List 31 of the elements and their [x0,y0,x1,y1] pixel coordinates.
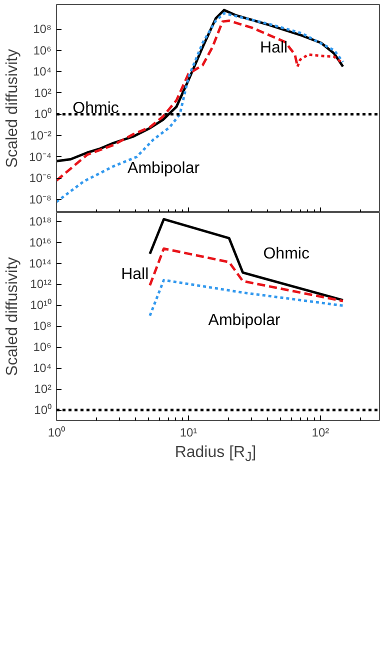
y-tick-label: 10² [34,382,52,396]
y-tick-label: 10⁶ [33,43,52,58]
y-tick-label: 10⁰ [34,107,52,122]
y-tick-label: 10¹⁶ [29,235,52,250]
series-label: Hall [121,266,149,284]
y-tick-label: 10⁻⁸ [29,192,52,206]
y-tick-label: 10⁻² [30,128,52,143]
series-label: Ambipolar [208,312,282,329]
y-tick-label: 10⁸ [33,22,52,36]
y-tick-label: 10⁸ [33,319,52,334]
series-label: Hall [260,40,288,56]
x-tick-label: 10⁰ [48,426,66,440]
y-axis-title: Scaled diffusivity [4,49,21,168]
series-label: Ambipolar [128,160,200,178]
y-tick-label: 10⁴ [32,361,52,376]
y-tick-label: 10¹² [30,277,52,292]
y-tick-label: 10⁶ [33,340,52,354]
x-axis-title: Radius [R$_{J}$] [174,443,256,466]
y-tick-label: 10⁻⁴ [28,150,52,164]
x-tick-label: 10¹ [180,426,198,440]
y-tick-label: 10⁰ [34,403,52,418]
x-tick-label: 10² [312,426,330,440]
y-tick-label: 10¹⁴ [29,256,52,270]
series-label: Ohmic [72,100,119,117]
y-axis-title: Scaled diffusivity [4,257,21,376]
y-tick-label: 10⁴ [32,64,52,79]
y-tick-label: 10⁻⁶ [29,171,52,186]
series-label: Ohmic [263,245,310,262]
y-tick-label: 10² [34,86,52,100]
y-tick-label: 10¹⁰ [30,298,52,312]
y-tick-label: 10¹⁸ [29,214,52,228]
